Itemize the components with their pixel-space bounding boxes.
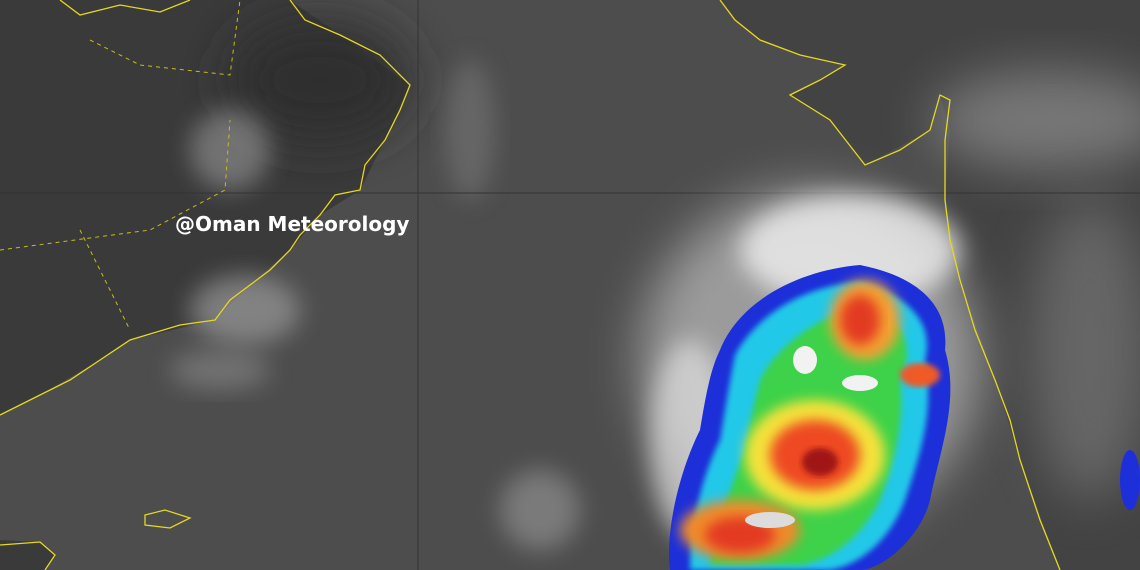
cloud-gap bbox=[793, 346, 817, 374]
borders bbox=[0, 0, 241, 331]
border bbox=[89, 0, 241, 76]
cloud-top-red bbox=[840, 295, 880, 345]
cloud bbox=[445, 60, 495, 200]
india-cloud bbox=[1030, 200, 1140, 500]
oman-coast bbox=[0, 0, 411, 416]
somalia-coast bbox=[0, 541, 56, 570]
cloud-halo bbox=[740, 195, 960, 305]
border bbox=[79, 229, 131, 331]
cloud-gap bbox=[745, 512, 795, 528]
border bbox=[0, 119, 231, 251]
somalia-land bbox=[0, 540, 55, 570]
cloud-top-core bbox=[802, 448, 838, 476]
cloud bbox=[500, 470, 580, 550]
cloud-top-red bbox=[900, 363, 940, 387]
cloud bbox=[170, 350, 270, 390]
cloud-gap bbox=[842, 375, 878, 391]
coastlines bbox=[0, 0, 1061, 570]
watermark: @Oman Meteorology bbox=[175, 212, 409, 236]
india-coast bbox=[719, 0, 1061, 570]
dark-land bbox=[230, 20, 410, 140]
cloud bbox=[190, 110, 270, 190]
cloud-top-blue bbox=[1120, 450, 1140, 510]
socotra bbox=[144, 509, 192, 529]
cloud bbox=[190, 275, 300, 345]
gulf-coast bbox=[59, 0, 191, 16]
india-cloud bbox=[930, 70, 1140, 170]
